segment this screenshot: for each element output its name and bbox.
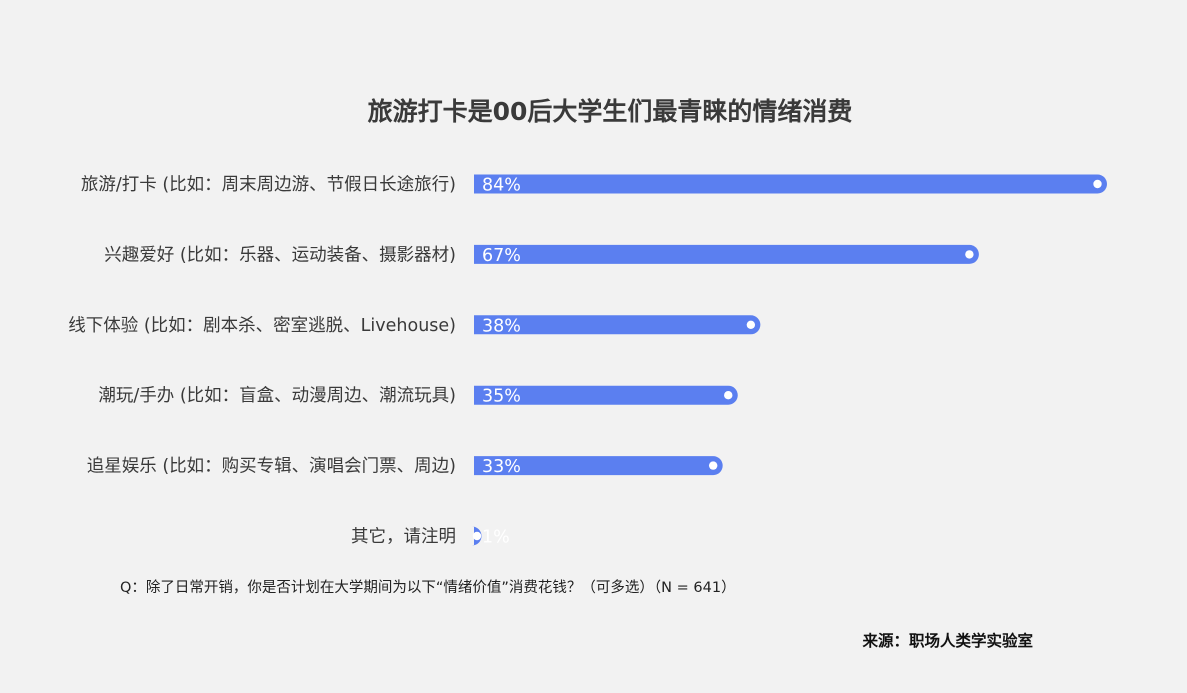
survey-question-note: Q：除了日常开销，你是否计划在大学期间为以下“情绪价值”消费花钱？（可多选）（N… <box>120 579 736 596</box>
bar-end-marker <box>472 531 482 541</box>
bar-end-marker <box>1093 179 1102 189</box>
chart-title: 旅游打卡是00后大学生们最青睐的情绪消费 <box>368 97 853 126</box>
category-label: 其它，请注明 <box>351 527 456 547</box>
bar <box>474 244 979 264</box>
source-label: 来源：职场人类学实验室 <box>861 631 1033 650</box>
category-label: 旅游/打卡 (比如：周末周边游、节假日长途旅行) <box>81 175 456 195</box>
bars-group: 旅游/打卡 (比如：周末周边游、节假日长途旅行) 84% 兴趣爱好 (比如：乐器、运… <box>68 174 1107 548</box>
value-label: 38% <box>482 316 521 336</box>
value-label: 35% <box>482 387 521 407</box>
category-label: 线下体验 (比如：剧本杀、密室逃脱、Livehouse) <box>68 316 456 336</box>
bar-end-marker <box>965 250 974 259</box>
value-label: 33% <box>482 457 521 477</box>
bar <box>474 385 738 405</box>
bar <box>474 315 761 335</box>
value-label: 1% <box>482 528 510 548</box>
bar <box>474 174 1107 194</box>
bar-end-marker <box>708 461 718 470</box>
bar-end-marker <box>724 391 733 400</box>
bar-end-marker <box>746 320 756 329</box>
category-label: 追星娱乐 (比如：购买专辑、演唱会门票、周边) <box>87 457 456 477</box>
bar <box>474 456 723 476</box>
category-label: 潮玩/手办 (比如：盲盒、动漫周边、潮流玩具) <box>98 386 456 406</box>
category-label: 兴趣爱好 (比如：乐器、运动装备、摄影器材) <box>104 245 456 265</box>
value-label: 67% <box>482 246 521 266</box>
value-label: 84% <box>482 176 521 196</box>
